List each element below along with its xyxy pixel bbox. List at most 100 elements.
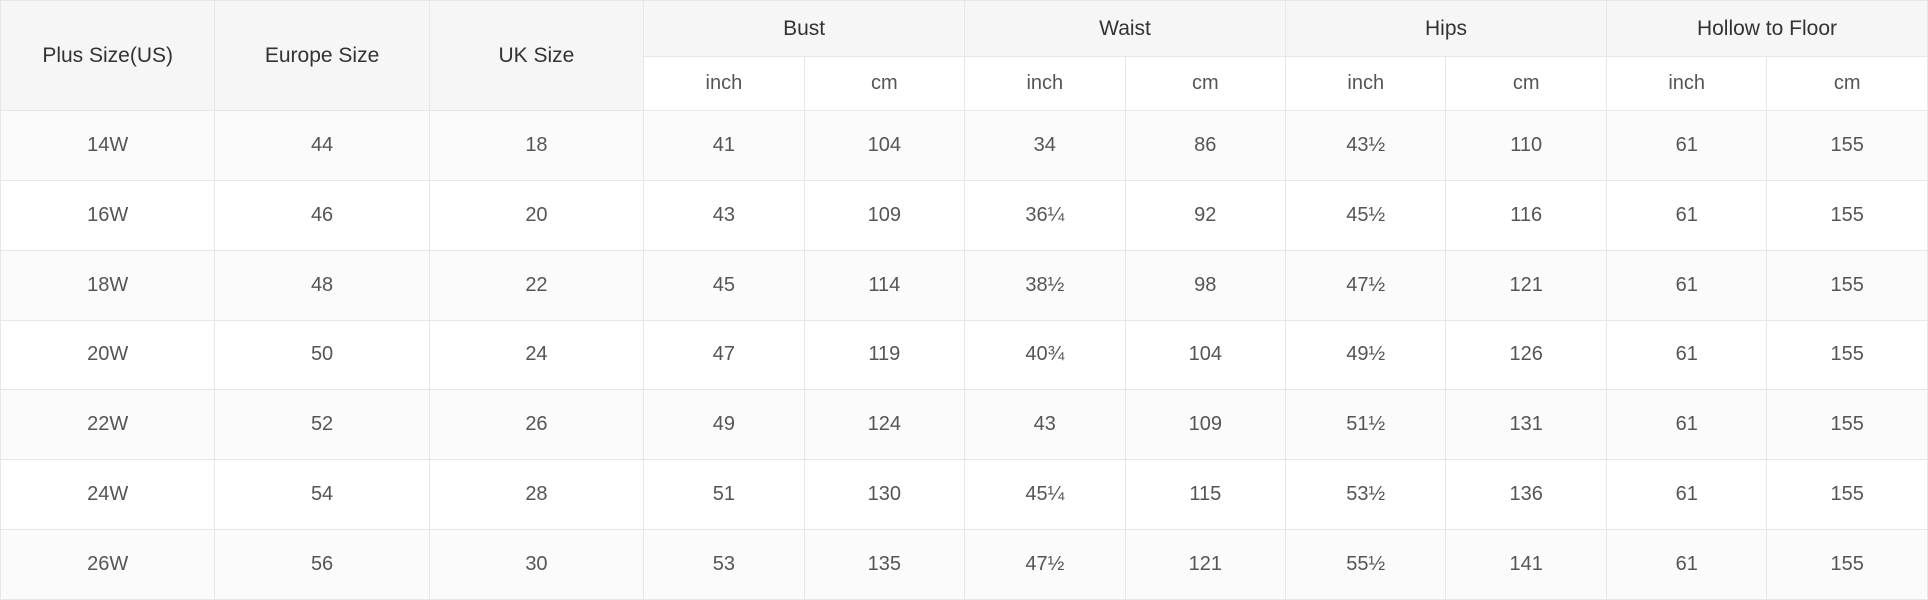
- cell-htf-inch: 61: [1606, 250, 1766, 320]
- cell-hips-cm: 121: [1446, 250, 1606, 320]
- unit-bust-cm: cm: [804, 57, 964, 111]
- cell-waist-cm: 109: [1125, 390, 1285, 460]
- unit-bust-inch: inch: [644, 57, 804, 111]
- cell-hips-cm: 131: [1446, 390, 1606, 460]
- cell-hips-cm: 110: [1446, 111, 1606, 181]
- unit-hips-inch: inch: [1286, 57, 1446, 111]
- cell-hips-inch: 55½: [1286, 530, 1446, 600]
- unit-htf-inch: inch: [1606, 57, 1766, 111]
- cell-plus-size: 18W: [1, 250, 215, 320]
- cell-waist-inch: 43: [965, 390, 1125, 460]
- cell-hips-cm: 116: [1446, 180, 1606, 250]
- cell-waist-inch: 38½: [965, 250, 1125, 320]
- cell-htf-inch: 61: [1606, 530, 1766, 600]
- cell-waist-cm: 121: [1125, 530, 1285, 600]
- cell-htf-inch: 61: [1606, 111, 1766, 181]
- cell-europe-size: 48: [215, 250, 429, 320]
- cell-waist-inch: 40¾: [965, 320, 1125, 390]
- cell-uk-size: 28: [429, 460, 643, 530]
- col-header-waist: Waist: [965, 1, 1286, 57]
- cell-europe-size: 52: [215, 390, 429, 460]
- cell-htf-inch: 61: [1606, 180, 1766, 250]
- cell-htf-inch: 61: [1606, 460, 1766, 530]
- cell-hips-inch: 53½: [1286, 460, 1446, 530]
- cell-htf-cm: 155: [1767, 250, 1928, 320]
- cell-plus-size: 16W: [1, 180, 215, 250]
- cell-htf-cm: 155: [1767, 111, 1928, 181]
- table-row: 26W56305313547½12155½14161155: [1, 530, 1928, 600]
- cell-europe-size: 54: [215, 460, 429, 530]
- size-chart-table: Plus Size(US) Europe Size UK Size Bust W…: [0, 0, 1928, 600]
- cell-bust-inch: 53: [644, 530, 804, 600]
- cell-waist-cm: 115: [1125, 460, 1285, 530]
- cell-bust-inch: 45: [644, 250, 804, 320]
- cell-bust-cm: 109: [804, 180, 964, 250]
- cell-htf-cm: 155: [1767, 390, 1928, 460]
- cell-uk-size: 22: [429, 250, 643, 320]
- cell-plus-size: 14W: [1, 111, 215, 181]
- cell-bust-inch: 43: [644, 180, 804, 250]
- header-row: Plus Size(US) Europe Size UK Size Bust W…: [1, 1, 1928, 57]
- table-row: 16W46204310936¼9245½11661155: [1, 180, 1928, 250]
- cell-htf-inch: 61: [1606, 390, 1766, 460]
- cell-hips-cm: 141: [1446, 530, 1606, 600]
- table-row: 22W5226491244310951½13161155: [1, 390, 1928, 460]
- col-header-uk-size: UK Size: [429, 1, 643, 111]
- cell-bust-inch: 49: [644, 390, 804, 460]
- cell-europe-size: 56: [215, 530, 429, 600]
- col-header-plus-size: Plus Size(US): [1, 1, 215, 111]
- cell-waist-inch: 36¼: [965, 180, 1125, 250]
- cell-waist-cm: 92: [1125, 180, 1285, 250]
- cell-htf-inch: 61: [1606, 320, 1766, 390]
- cell-hips-inch: 45½: [1286, 180, 1446, 250]
- unit-waist-inch: inch: [965, 57, 1125, 111]
- cell-uk-size: 18: [429, 111, 643, 181]
- cell-bust-cm: 114: [804, 250, 964, 320]
- cell-uk-size: 20: [429, 180, 643, 250]
- cell-htf-cm: 155: [1767, 530, 1928, 600]
- cell-bust-cm: 104: [804, 111, 964, 181]
- cell-bust-cm: 130: [804, 460, 964, 530]
- table-row: 18W48224511438½9847½12161155: [1, 250, 1928, 320]
- cell-htf-cm: 155: [1767, 320, 1928, 390]
- cell-europe-size: 50: [215, 320, 429, 390]
- cell-europe-size: 44: [215, 111, 429, 181]
- cell-plus-size: 22W: [1, 390, 215, 460]
- cell-bust-cm: 124: [804, 390, 964, 460]
- cell-bust-cm: 135: [804, 530, 964, 600]
- unit-waist-cm: cm: [1125, 57, 1285, 111]
- col-header-hollow-to-floor: Hollow to Floor: [1606, 1, 1927, 57]
- cell-hips-inch: 47½: [1286, 250, 1446, 320]
- cell-plus-size: 20W: [1, 320, 215, 390]
- cell-waist-inch: 47½: [965, 530, 1125, 600]
- cell-waist-cm: 104: [1125, 320, 1285, 390]
- cell-bust-inch: 51: [644, 460, 804, 530]
- cell-hips-inch: 43½: [1286, 111, 1446, 181]
- cell-uk-size: 24: [429, 320, 643, 390]
- cell-uk-size: 30: [429, 530, 643, 600]
- cell-europe-size: 46: [215, 180, 429, 250]
- cell-hips-cm: 136: [1446, 460, 1606, 530]
- cell-waist-inch: 34: [965, 111, 1125, 181]
- table-row: 20W50244711940¾10449½12661155: [1, 320, 1928, 390]
- cell-hips-inch: 49½: [1286, 320, 1446, 390]
- cell-plus-size: 24W: [1, 460, 215, 530]
- cell-hips-inch: 51½: [1286, 390, 1446, 460]
- unit-hips-cm: cm: [1446, 57, 1606, 111]
- cell-htf-cm: 155: [1767, 180, 1928, 250]
- cell-waist-inch: 45¼: [965, 460, 1125, 530]
- cell-bust-inch: 47: [644, 320, 804, 390]
- cell-bust-inch: 41: [644, 111, 804, 181]
- unit-htf-cm: cm: [1767, 57, 1928, 111]
- col-header-europe-size: Europe Size: [215, 1, 429, 111]
- cell-waist-cm: 86: [1125, 111, 1285, 181]
- col-header-hips: Hips: [1286, 1, 1607, 57]
- cell-hips-cm: 126: [1446, 320, 1606, 390]
- cell-uk-size: 26: [429, 390, 643, 460]
- size-chart-body: 14W441841104348643½1106115516W4620431093…: [1, 111, 1928, 600]
- cell-waist-cm: 98: [1125, 250, 1285, 320]
- cell-htf-cm: 155: [1767, 460, 1928, 530]
- cell-bust-cm: 119: [804, 320, 964, 390]
- col-header-bust: Bust: [644, 1, 965, 57]
- table-row: 14W441841104348643½11061155: [1, 111, 1928, 181]
